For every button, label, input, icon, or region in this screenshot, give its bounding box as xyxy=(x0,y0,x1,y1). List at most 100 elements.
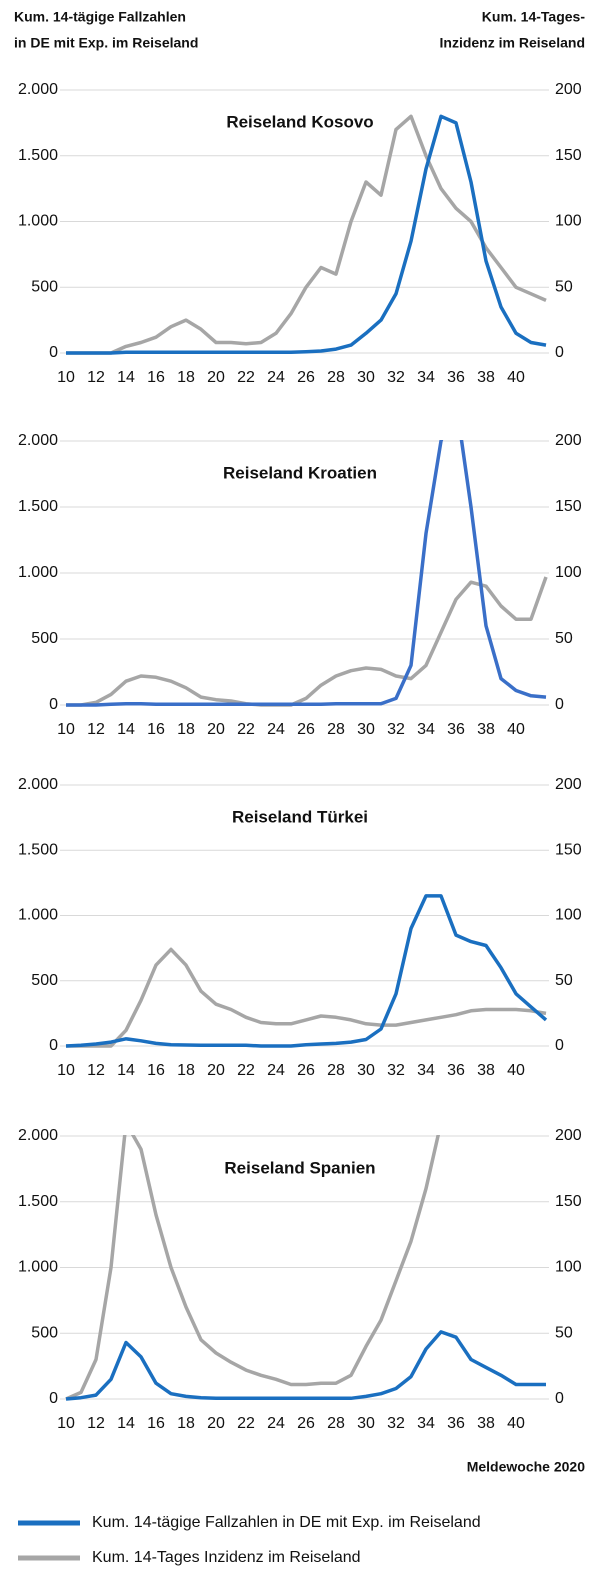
panel-title: Reiseland Spanien xyxy=(224,1158,375,1177)
y-tick-label: 2.000 xyxy=(18,432,58,449)
x-tick-label: 40 xyxy=(507,721,525,738)
x-tick-label: 16 xyxy=(147,1415,165,1432)
y2-tick-label: 0 xyxy=(555,344,564,361)
y2-tick-label: 150 xyxy=(555,841,582,858)
y2-tick-label: 200 xyxy=(555,776,582,793)
x-tick-label: 34 xyxy=(417,1415,435,1432)
x-tick-label: 24 xyxy=(267,369,285,386)
y-tick-label: 1.500 xyxy=(18,841,58,858)
x-tick-label: 38 xyxy=(477,369,495,386)
x-tick-label: 38 xyxy=(477,1062,495,1079)
y-tick-label: 1.500 xyxy=(18,147,58,164)
x-tick-label: 22 xyxy=(237,1062,255,1079)
x-tick-label: 26 xyxy=(297,369,315,386)
x-tick-label: 22 xyxy=(237,1415,255,1432)
legend-label: Kum. 14-tägige Fallzahlen in DE mit Exp.… xyxy=(92,1514,481,1531)
x-tick-label: 36 xyxy=(447,369,465,386)
y2-tick-label: 150 xyxy=(555,1193,582,1210)
x-tick-label: 20 xyxy=(207,369,225,386)
panel-title: Reiseland Kroatien xyxy=(223,463,377,482)
x-tick-label: 34 xyxy=(417,1062,435,1079)
x-tick-label: 40 xyxy=(507,369,525,386)
y2-tick-label: 0 xyxy=(555,1390,564,1407)
x-tick-label: 28 xyxy=(327,1062,345,1079)
y-tick-label: 1.500 xyxy=(18,498,58,515)
y-tick-label: 500 xyxy=(31,630,58,647)
y-tick-label: 500 xyxy=(31,972,58,989)
x-tick-label: 16 xyxy=(147,369,165,386)
x-tick-label: 20 xyxy=(207,1062,225,1079)
x-tick-label: 20 xyxy=(207,1415,225,1432)
y-tick-label: 1.000 xyxy=(18,564,58,581)
y2-tick-label: 50 xyxy=(555,630,573,647)
panel-title: Reiseland Kosovo xyxy=(226,112,373,131)
y2-axis-label: Inzidenz im Reiseland xyxy=(440,35,585,51)
x-tick-label: 20 xyxy=(207,721,225,738)
x-tick-label: 38 xyxy=(477,1415,495,1432)
x-tick-label: 32 xyxy=(387,369,405,386)
y2-tick-label: 100 xyxy=(555,907,582,924)
x-tick-label: 22 xyxy=(237,369,255,386)
x-tick-label: 30 xyxy=(357,1415,375,1432)
y-tick-label: 500 xyxy=(31,1324,58,1341)
y2-tick-label: 100 xyxy=(555,1259,582,1276)
x-tick-label: 14 xyxy=(117,1415,135,1432)
x-tick-label: 30 xyxy=(357,1062,375,1079)
y-tick-label: 1.000 xyxy=(18,907,58,924)
x-tick-label: 18 xyxy=(177,1062,195,1079)
y2-tick-label: 0 xyxy=(555,696,564,713)
x-tick-label: 18 xyxy=(177,1415,195,1432)
y2-tick-label: 150 xyxy=(555,498,582,515)
x-tick-label: 28 xyxy=(327,721,345,738)
x-tick-label: 38 xyxy=(477,721,495,738)
y2-tick-label: 100 xyxy=(555,213,582,230)
x-tick-label: 32 xyxy=(387,1415,405,1432)
x-tick-label: 40 xyxy=(507,1415,525,1432)
x-tick-label: 12 xyxy=(87,721,105,738)
x-tick-label: 34 xyxy=(417,369,435,386)
y-tick-label: 1.000 xyxy=(18,213,58,230)
x-tick-label: 30 xyxy=(357,369,375,386)
x-tick-label: 36 xyxy=(447,1415,465,1432)
x-axis-label: Meldewoche 2020 xyxy=(467,1459,585,1475)
y2-tick-label: 50 xyxy=(555,972,573,989)
x-tick-label: 16 xyxy=(147,721,165,738)
legend-label: Kum. 14-Tages Inzidenz im Reiseland xyxy=(92,1549,361,1566)
x-tick-label: 28 xyxy=(327,369,345,386)
x-tick-label: 30 xyxy=(357,721,375,738)
data-line xyxy=(66,576,548,707)
y2-tick-label: 50 xyxy=(555,278,573,295)
x-tick-label: 24 xyxy=(267,721,285,738)
x-tick-label: 10 xyxy=(57,369,75,386)
x-tick-label: 36 xyxy=(447,721,465,738)
x-tick-label: 14 xyxy=(117,369,135,386)
y2-tick-label: 150 xyxy=(555,147,582,164)
x-tick-label: 14 xyxy=(117,1062,135,1079)
x-tick-label: 32 xyxy=(387,721,405,738)
y-tick-label: 0 xyxy=(49,1390,58,1407)
x-tick-label: 26 xyxy=(297,1062,315,1079)
y-tick-label: 2.000 xyxy=(18,776,58,793)
y2-tick-label: 100 xyxy=(555,564,582,581)
x-tick-label: 10 xyxy=(57,721,75,738)
data-line xyxy=(65,1135,441,1401)
y2-tick-label: 200 xyxy=(555,432,582,449)
x-tick-label: 16 xyxy=(147,1062,165,1079)
x-tick-label: 18 xyxy=(177,721,195,738)
y-axis-label: in DE mit Exp. im Reiseland xyxy=(14,35,198,51)
x-tick-label: 24 xyxy=(267,1415,285,1432)
x-tick-label: 26 xyxy=(297,721,315,738)
data-line xyxy=(66,114,547,355)
x-tick-label: 34 xyxy=(417,721,435,738)
y2-tick-label: 200 xyxy=(555,1127,582,1144)
y2-axis-label: Kum. 14-Tages- xyxy=(482,9,586,25)
x-tick-label: 10 xyxy=(57,1062,75,1079)
y-tick-label: 2.000 xyxy=(18,81,58,98)
x-tick-label: 22 xyxy=(237,721,255,738)
y-tick-label: 1.500 xyxy=(18,1193,58,1210)
x-tick-label: 12 xyxy=(87,1415,105,1432)
y-tick-label: 0 xyxy=(49,344,58,361)
x-tick-label: 28 xyxy=(327,1415,345,1432)
data-line xyxy=(66,440,547,707)
y-tick-label: 500 xyxy=(31,278,58,295)
